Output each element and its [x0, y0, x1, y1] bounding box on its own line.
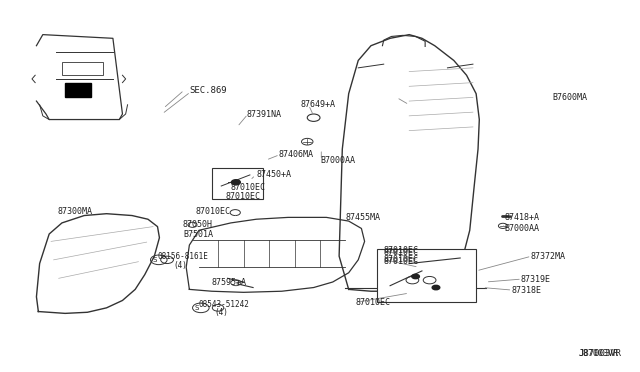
Text: 87391NA: 87391NA: [246, 109, 282, 119]
Text: 87010EC: 87010EC: [226, 192, 260, 201]
Text: 87010EC: 87010EC: [384, 248, 419, 257]
Text: B7000AA: B7000AA: [505, 224, 540, 233]
Text: 87050H: 87050H: [183, 220, 213, 229]
Text: 87649+A: 87649+A: [301, 100, 336, 109]
Text: 87300MA: 87300MA: [58, 207, 92, 217]
Text: B7600MA: B7600MA: [552, 93, 588, 102]
Text: (4): (4): [173, 261, 188, 270]
Circle shape: [412, 274, 419, 279]
Text: 87372MA: 87372MA: [531, 251, 565, 261]
Text: SEC.869: SEC.869: [189, 86, 227, 94]
Text: 87406MA: 87406MA: [278, 150, 314, 159]
Circle shape: [432, 285, 440, 290]
Text: 87318E: 87318E: [511, 286, 541, 295]
Text: B7501A: B7501A: [183, 230, 213, 239]
Circle shape: [232, 180, 241, 185]
Text: 08543-51242: 08543-51242: [199, 300, 250, 309]
Text: J87003VR: J87003VR: [578, 350, 621, 359]
Text: J87003VR: J87003VR: [578, 350, 618, 359]
Bar: [62, 62, 103, 75]
Text: 87455MA: 87455MA: [346, 213, 381, 222]
Text: 87418+A: 87418+A: [505, 213, 540, 222]
Text: S: S: [195, 305, 199, 311]
Text: 87595+A: 87595+A: [212, 278, 246, 287]
Text: 87010EC: 87010EC: [355, 298, 390, 307]
Text: 87010EC: 87010EC: [196, 207, 231, 217]
Text: 87010EC: 87010EC: [384, 255, 419, 264]
Text: 87010EC: 87010EC: [231, 183, 266, 192]
Text: 87010EC: 87010EC: [384, 257, 419, 266]
Text: 87450+A: 87450+A: [256, 170, 291, 179]
Bar: [378, 249, 476, 302]
Text: (4): (4): [215, 308, 228, 317]
Text: B7000AA: B7000AA: [320, 155, 355, 165]
Bar: [212, 167, 262, 199]
Text: 87010EC: 87010EC: [384, 246, 419, 255]
Bar: [65, 83, 91, 97]
Text: 87319E: 87319E: [521, 275, 551, 283]
Text: 08156-8161E: 08156-8161E: [157, 252, 209, 262]
Text: S: S: [152, 257, 157, 263]
